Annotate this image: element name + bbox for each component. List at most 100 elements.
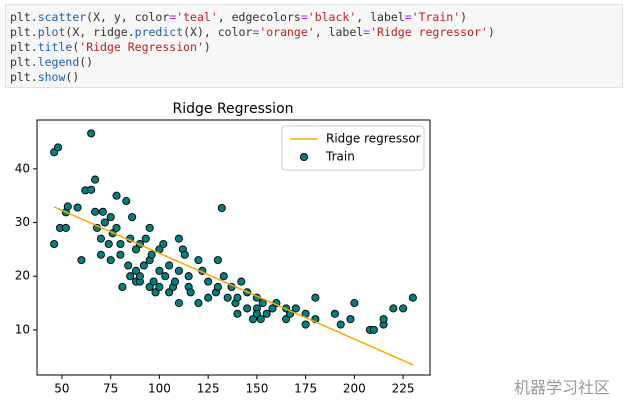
y-tick-label: 30 <box>15 215 30 229</box>
scatter-point <box>389 304 398 313</box>
x-tick-label: 175 <box>294 382 317 396</box>
scatter-point <box>116 239 125 249</box>
scatter-point <box>408 293 417 302</box>
scatter-point <box>91 175 100 184</box>
scatter-point <box>122 197 131 206</box>
legend-label: Train <box>325 150 355 164</box>
scatter-point <box>118 282 127 292</box>
scatter-point <box>165 261 174 270</box>
scatter-point <box>147 250 156 259</box>
scatter-point <box>106 213 115 222</box>
scatter-point <box>219 272 228 281</box>
scatter-point <box>87 185 96 194</box>
scatter-point <box>369 325 378 334</box>
y-tick-label: 40 <box>15 161 30 175</box>
scatter-point <box>139 261 148 270</box>
scatter-point <box>116 250 125 259</box>
scatter-point <box>100 218 109 227</box>
scatter-point <box>336 320 345 329</box>
x-tick-label: 200 <box>343 382 366 396</box>
scatter-point <box>311 293 320 302</box>
scatter-point <box>106 256 115 265</box>
code-line: plt.scatter(X, y, color='teal', edgecolo… <box>10 10 468 24</box>
scatter-point <box>151 288 160 297</box>
legend: Ridge regressor Train <box>281 125 425 171</box>
scatter-point <box>282 315 291 324</box>
legend-marker <box>299 152 309 162</box>
scatter-point <box>96 234 105 243</box>
scatter-point <box>91 207 100 216</box>
code-line: plt.title('Ridge Regression') <box>10 40 211 54</box>
scatter-point <box>379 315 388 324</box>
scatter-point <box>204 293 213 302</box>
watermark: 机器学习社区 <box>514 378 611 397</box>
code-line: plt.show() <box>10 70 80 84</box>
scatter-point <box>204 277 213 286</box>
scatter-point <box>330 309 339 318</box>
scatter-point <box>213 282 222 292</box>
x-tick-label: 100 <box>148 382 171 396</box>
scatter-point <box>256 315 265 324</box>
scatter-point <box>54 143 63 152</box>
scatter-point <box>73 203 82 212</box>
scatter-point <box>131 266 141 275</box>
scatter-point <box>233 293 242 302</box>
scatter-point <box>170 277 180 286</box>
scatter-point <box>268 304 277 313</box>
scatter-point <box>77 256 86 265</box>
y-tick-label: 20 <box>15 269 30 283</box>
scatter-point <box>87 129 96 138</box>
code-cell: plt.scatter(X, y, color='teal', edgecolo… <box>5 4 623 88</box>
scatter-point <box>194 299 203 308</box>
x-tick-label: 75 <box>103 382 118 396</box>
scatter-point <box>155 282 164 292</box>
scatter-point <box>159 239 168 249</box>
scatter-point <box>112 191 121 200</box>
x-tick-label: 50 <box>54 382 69 396</box>
scatter-point <box>161 272 170 281</box>
scatter-point <box>174 299 183 308</box>
scatter-point <box>248 315 258 324</box>
scatter-point <box>128 213 137 222</box>
scatter-point <box>217 203 226 213</box>
scatter-point <box>141 234 150 243</box>
scatter-point <box>194 256 203 265</box>
chart-title: Ridge Regression <box>172 101 293 117</box>
scatter-point <box>291 304 300 313</box>
scatter-point <box>186 288 195 297</box>
scatter-point <box>63 202 72 211</box>
scatter-point <box>174 266 183 275</box>
scatter-point <box>112 223 121 232</box>
scatter-point <box>131 245 141 254</box>
x-tick-label: 125 <box>197 382 220 396</box>
scatter-point <box>135 272 144 281</box>
scatter-point <box>165 288 174 297</box>
scatter-point <box>96 250 105 259</box>
scatter-point <box>252 309 261 318</box>
scatter-point <box>399 304 408 313</box>
scatter-point <box>213 256 222 265</box>
scatter-point <box>184 272 193 281</box>
scatter-point <box>145 223 154 232</box>
scatter-point <box>50 239 59 249</box>
regression-line <box>53 206 414 366</box>
scatter-point <box>262 309 271 318</box>
code-line: plt.legend() <box>10 55 94 69</box>
scatter-point <box>155 266 164 275</box>
scatter-point <box>346 315 355 324</box>
x-tick-label: 150 <box>245 382 268 396</box>
scatter-point <box>174 234 183 243</box>
plot-frame <box>36 119 431 376</box>
y-tick-label: 10 <box>15 322 30 336</box>
scatter-point <box>124 261 133 270</box>
scatter-point <box>126 272 135 281</box>
scatter-point <box>180 250 189 259</box>
scatter-point <box>104 239 113 249</box>
scatter-point <box>98 207 107 216</box>
x-tick-label: 225 <box>392 382 415 396</box>
scatter-point <box>145 282 154 292</box>
scatter-point <box>301 320 310 329</box>
scatter-point <box>243 304 252 313</box>
scatter-point <box>61 223 70 232</box>
